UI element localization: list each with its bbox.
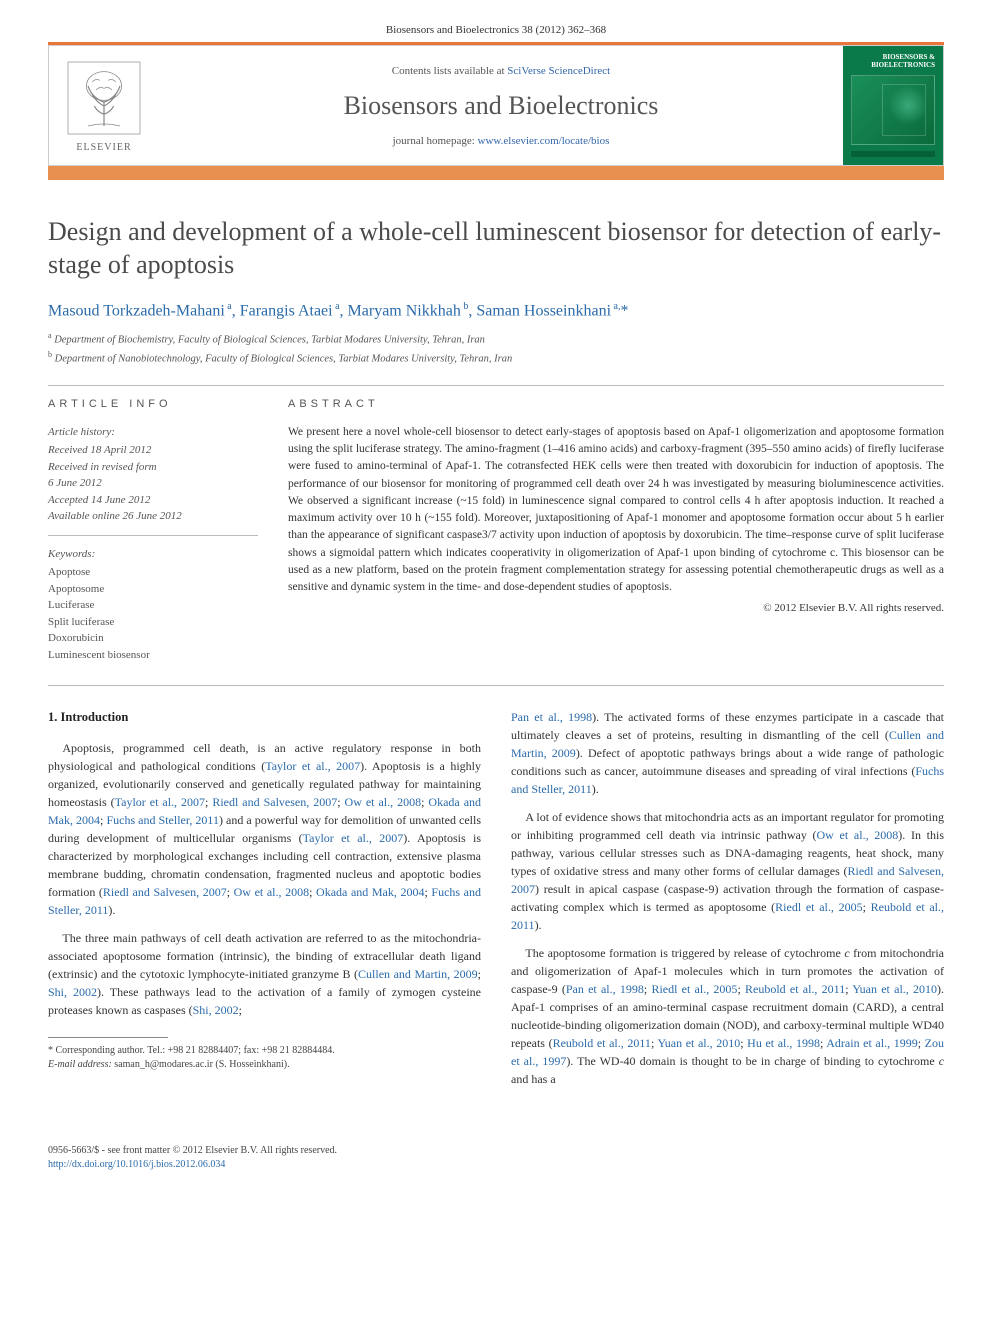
- history-line: Received in revised form: [48, 459, 258, 476]
- affiliation-line: b Department of Nanobiotechnology, Facul…: [48, 349, 944, 367]
- article-info-block: ARTICLE INFO Article history: Received 1…: [48, 398, 258, 664]
- corresponding-author-footnote: * Corresponding author. Tel.: +98 21 828…: [48, 1044, 481, 1072]
- running-header: Biosensors and Bioelectronics 38 (2012) …: [0, 0, 992, 42]
- body-paragraph: Apoptosis, programmed cell death, is an …: [48, 739, 481, 919]
- article-title: Design and development of a whole-cell l…: [48, 216, 944, 281]
- orange-bar: [48, 166, 944, 180]
- keyword: Doxorubicin: [48, 630, 258, 647]
- author-list: Masoud Torkzadeh-Mahani a, Farangis Atae…: [48, 301, 944, 320]
- doi-link[interactable]: http://dx.doi.org/10.1016/j.bios.2012.06…: [48, 1159, 225, 1170]
- cover-title-text: BIOSENSORS & BIOELECTRONICS: [851, 54, 935, 69]
- body-paragraph: The apoptosome formation is triggered by…: [511, 944, 944, 1088]
- two-column-body: 1. Introduction Apoptosis, programmed ce…: [48, 708, 944, 1098]
- abstract-block: ABSTRACT We present here a novel whole-c…: [288, 398, 944, 664]
- contents-available-line: Contents lists available at SciVerse Sci…: [392, 65, 610, 77]
- issn-copyright-line: 0956-5663/$ - see front matter © 2012 El…: [48, 1144, 944, 1158]
- footnote-divider: [48, 1037, 168, 1038]
- affiliation-line: a Department of Biochemistry, Faculty of…: [48, 330, 944, 348]
- corr-author-line: * Corresponding author. Tel.: +98 21 828…: [48, 1044, 481, 1058]
- publisher-block: ELSEVIER: [49, 46, 159, 165]
- homepage-prefix: journal homepage:: [393, 135, 478, 147]
- article-info-heading: ARTICLE INFO: [48, 398, 258, 410]
- keywords-label: Keywords:: [48, 546, 258, 563]
- journal-banner: ELSEVIER Contents lists available at Sci…: [48, 45, 944, 166]
- history-line: Accepted 14 June 2012: [48, 492, 258, 509]
- banner-center: Contents lists available at SciVerse Sci…: [159, 46, 843, 165]
- keyword: Apoptosome: [48, 581, 258, 598]
- keyword: Luciferase: [48, 597, 258, 614]
- intro-heading: 1. Introduction: [48, 708, 481, 727]
- history-line: Received 18 April 2012: [48, 442, 258, 459]
- body-paragraph: A lot of evidence shows that mitochondri…: [511, 808, 944, 934]
- history-line: Available online 26 June 2012: [48, 508, 258, 525]
- email-label: E-mail address:: [48, 1059, 112, 1070]
- corr-email-line: E-mail address: saman_h@modares.ac.ir (S…: [48, 1058, 481, 1072]
- body-paragraph: Pan et al., 1998). The activated forms o…: [511, 708, 944, 798]
- abstract-heading: ABSTRACT: [288, 398, 944, 410]
- keywords-block: Keywords: ApoptoseApoptosomeLuciferaseSp…: [48, 546, 258, 664]
- left-column: 1. Introduction Apoptosis, programmed ce…: [48, 708, 481, 1098]
- abstract-copyright: © 2012 Elsevier B.V. All rights reserved…: [288, 602, 944, 614]
- body-divider: [48, 685, 944, 686]
- history-line: 6 June 2012: [48, 475, 258, 492]
- elsevier-tree-icon: [64, 58, 144, 138]
- article-history: Article history: Received 18 April 2012R…: [48, 424, 258, 536]
- homepage-line: journal homepage: www.elsevier.com/locat…: [393, 135, 610, 147]
- homepage-link[interactable]: www.elsevier.com/locate/bios: [478, 135, 610, 147]
- keyword: Apoptose: [48, 564, 258, 581]
- right-column: Pan et al., 1998). The activated forms o…: [511, 708, 944, 1098]
- cover-footer-bar: [851, 151, 935, 157]
- keyword: Luminescent biosensor: [48, 647, 258, 664]
- sciencedirect-link[interactable]: SciVerse ScienceDirect: [507, 65, 610, 77]
- journal-title: Biosensors and Bioelectronics: [344, 91, 659, 121]
- email-value: saman_h@modares.ac.ir (S. Hosseinkhani).: [114, 1059, 289, 1070]
- section-divider: [48, 385, 944, 386]
- page-footer: 0956-5663/$ - see front matter © 2012 El…: [48, 1144, 944, 1172]
- contents-prefix: Contents lists available at: [392, 65, 507, 77]
- history-label: Article history:: [48, 424, 258, 441]
- body-paragraph: The three main pathways of cell death ac…: [48, 929, 481, 1019]
- journal-cover-thumbnail: BIOSENSORS & BIOELECTRONICS: [843, 46, 943, 165]
- abstract-text: We present here a novel whole-cell biose…: [288, 424, 944, 597]
- cover-art: [851, 75, 935, 145]
- affiliations: a Department of Biochemistry, Faculty of…: [48, 330, 944, 367]
- publisher-name: ELSEVIER: [76, 142, 131, 153]
- keyword: Split luciferase: [48, 614, 258, 631]
